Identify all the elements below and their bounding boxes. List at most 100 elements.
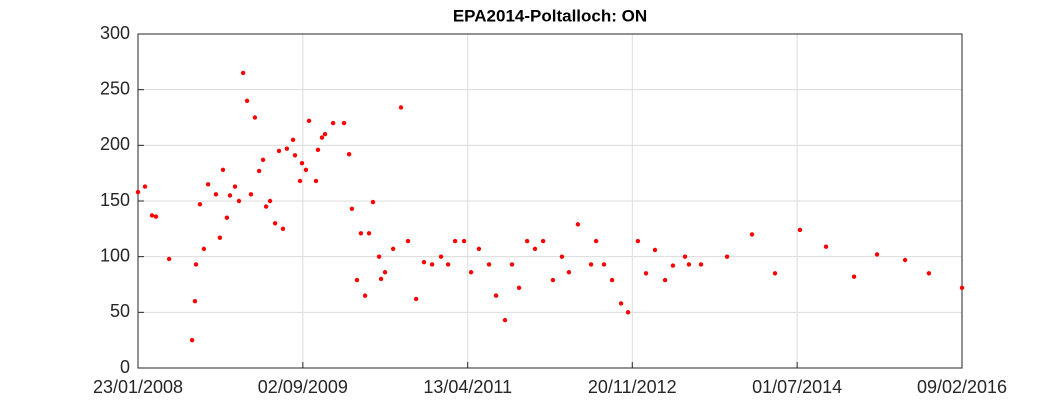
point (217, 235, 223, 240)
point (452, 238, 458, 244)
point (232, 184, 238, 189)
point (189, 337, 195, 343)
point (413, 296, 419, 302)
point (643, 271, 649, 276)
x-tick-label: 23/01/2008 (93, 377, 183, 397)
point (240, 70, 246, 76)
point (476, 246, 482, 252)
point (588, 262, 594, 267)
point (540, 238, 546, 244)
point (166, 256, 172, 262)
point (244, 98, 250, 104)
point (609, 277, 615, 283)
point (959, 285, 965, 291)
point (670, 263, 676, 268)
point (272, 221, 278, 226)
point (153, 214, 159, 219)
point (366, 231, 372, 236)
point (280, 226, 286, 232)
point (299, 160, 305, 166)
x-tick-label: 13/04/2011 (423, 377, 512, 397)
x-tick-label: 02/09/2009 (258, 377, 348, 397)
point (749, 232, 755, 237)
point (248, 192, 254, 197)
point (926, 271, 932, 276)
point (213, 192, 219, 197)
x-tick-label: 20/11/2012 (588, 377, 677, 397)
point (201, 246, 207, 252)
point (524, 238, 530, 244)
point (797, 227, 803, 233)
point (601, 262, 607, 267)
point (559, 254, 565, 259)
point (378, 276, 384, 282)
y-tick-label: 50 (110, 301, 130, 321)
y-tick-label: 100 (100, 245, 130, 265)
point (635, 238, 641, 244)
point (902, 257, 908, 263)
point (142, 184, 148, 189)
point (575, 222, 581, 227)
point (550, 277, 556, 283)
point (341, 120, 347, 126)
point (461, 238, 467, 244)
y-tick-label: 0 (120, 357, 130, 377)
point (382, 270, 388, 275)
point (149, 213, 155, 218)
point (370, 199, 376, 205)
point (438, 254, 444, 259)
point (284, 146, 290, 151)
point (290, 137, 296, 142)
y-tick-label: 150 (100, 190, 130, 210)
point (398, 105, 404, 110)
point (252, 115, 258, 120)
point (267, 198, 273, 204)
point (445, 262, 451, 267)
point (263, 204, 269, 209)
point (346, 152, 352, 157)
chart-title: EPA2014-Poltalloch: ON (453, 6, 647, 25)
y-tick-label: 300 (100, 23, 130, 43)
x-tick-label: 09/02/2016 (917, 377, 1007, 397)
point (197, 202, 203, 207)
point (618, 301, 624, 306)
point (874, 252, 880, 257)
point (686, 262, 692, 267)
point (349, 206, 355, 211)
y-tick-label: 250 (100, 78, 130, 98)
point (193, 262, 199, 267)
point (823, 244, 829, 249)
point (390, 246, 396, 252)
point (220, 167, 226, 173)
point (593, 238, 599, 244)
point (192, 299, 198, 304)
point (227, 193, 233, 198)
point (315, 147, 321, 152)
point (625, 310, 631, 315)
point (502, 317, 508, 323)
point (313, 178, 319, 184)
point (421, 260, 427, 265)
point (358, 231, 364, 236)
point (376, 254, 382, 259)
point (322, 132, 328, 137)
point (429, 262, 435, 267)
point (292, 153, 298, 158)
plot-frame (137, 33, 963, 369)
point (468, 270, 474, 275)
point (224, 215, 230, 220)
point (532, 246, 538, 252)
point (851, 274, 857, 279)
point (652, 247, 658, 253)
point (236, 198, 242, 204)
point (362, 293, 368, 298)
point (306, 118, 312, 124)
point (516, 285, 522, 291)
point (493, 293, 499, 298)
point (566, 270, 572, 275)
point (319, 135, 325, 140)
point (297, 178, 303, 184)
